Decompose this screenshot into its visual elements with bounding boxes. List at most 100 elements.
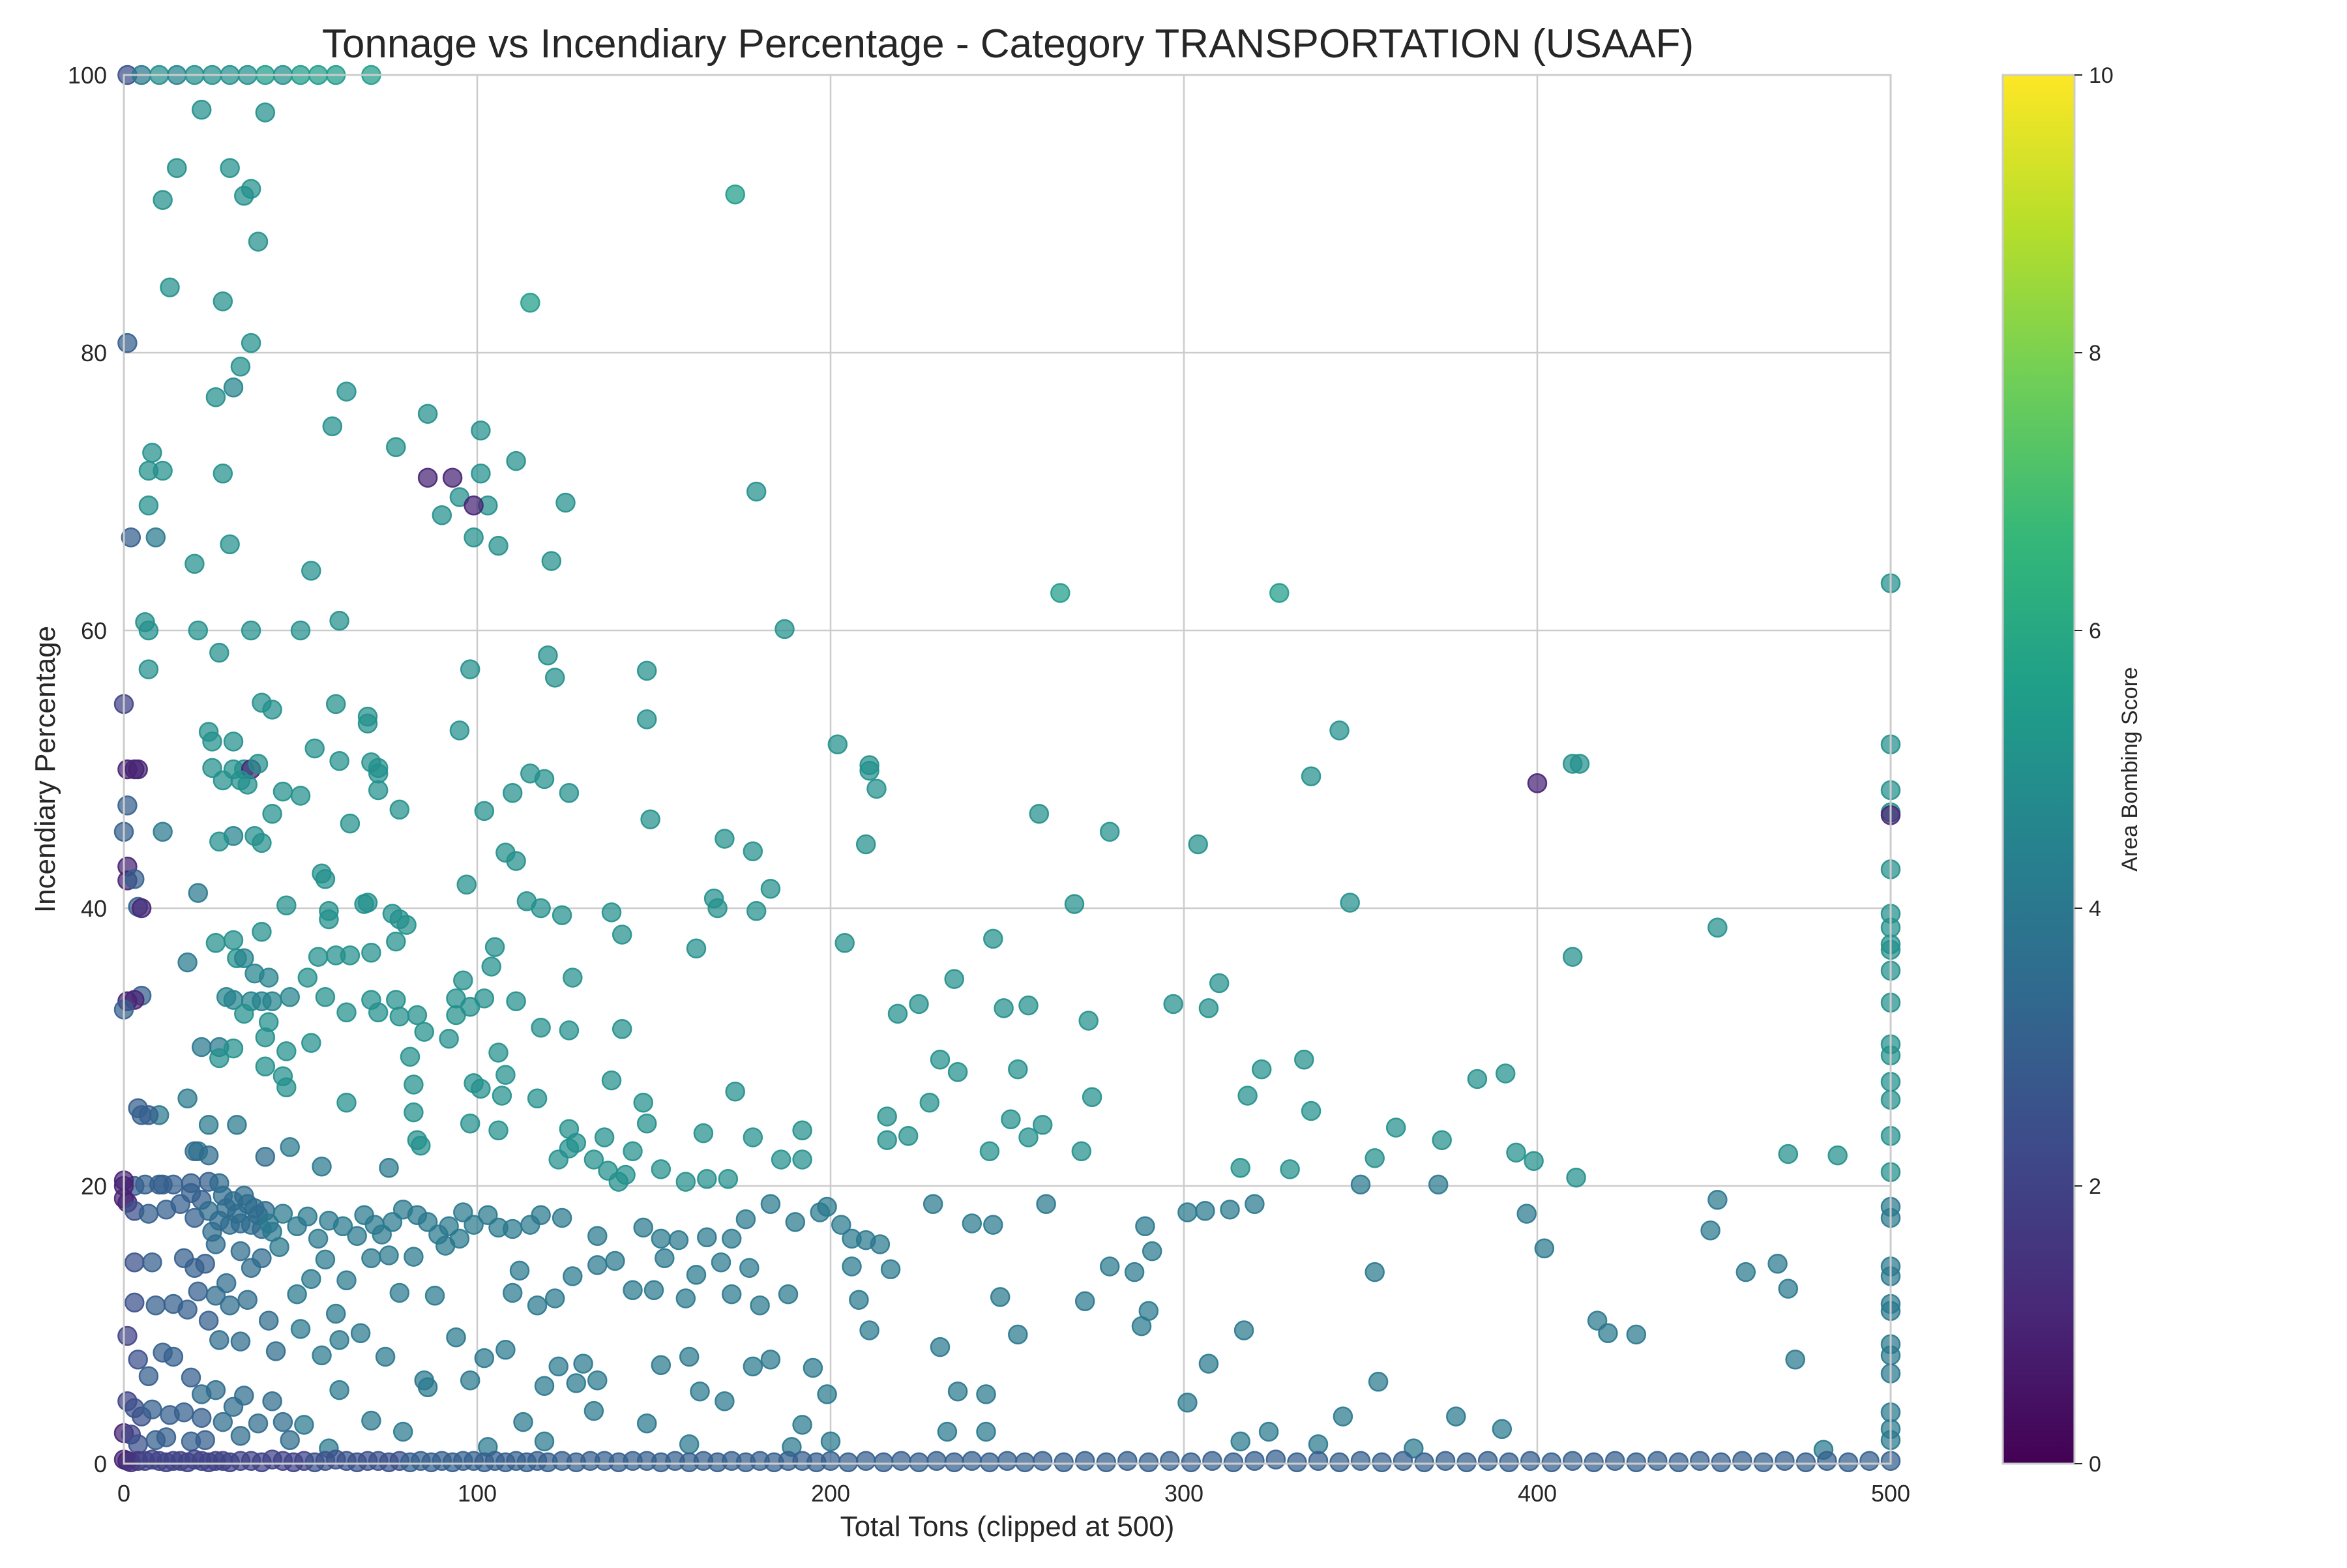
data-point	[347, 1226, 367, 1246]
data-point	[697, 1227, 717, 1248]
data-point	[623, 1280, 643, 1301]
data-point	[191, 1037, 212, 1058]
data-point	[1177, 1202, 1198, 1222]
y-tick-label: 0	[94, 1451, 107, 1477]
data-point	[534, 1431, 555, 1452]
data-point	[417, 467, 438, 488]
data-point	[651, 1355, 672, 1376]
data-point	[1404, 1438, 1424, 1458]
data-point	[1626, 1452, 1647, 1473]
data-point	[223, 1038, 244, 1059]
data-point	[255, 1147, 276, 1167]
data-point	[389, 1282, 410, 1303]
data-point	[1265, 1449, 1286, 1470]
data-point	[1308, 1451, 1329, 1471]
data-point	[715, 829, 735, 849]
data-point	[488, 1043, 509, 1063]
data-point	[513, 1412, 533, 1432]
data-point	[817, 1196, 837, 1217]
data-point	[153, 821, 173, 842]
data-point	[1372, 1452, 1392, 1473]
data-point	[332, 1216, 353, 1237]
data-point	[792, 1149, 812, 1170]
data-point	[404, 1102, 424, 1123]
data-point	[188, 883, 209, 903]
data-point	[541, 551, 562, 571]
data-point	[831, 1215, 851, 1235]
data-point	[979, 1452, 1000, 1473]
data-point	[743, 1356, 763, 1377]
data-point	[1054, 1452, 1074, 1473]
data-point	[930, 1049, 951, 1070]
data-point	[262, 1391, 282, 1412]
data-point	[153, 190, 173, 210]
data-point	[336, 381, 357, 402]
data-point	[1541, 1452, 1561, 1473]
data-point	[202, 758, 222, 778]
data-point	[1365, 1148, 1385, 1168]
data-point	[241, 620, 261, 641]
data-point	[386, 931, 406, 952]
data-point	[301, 561, 321, 581]
data-point	[128, 759, 148, 780]
data-point	[1584, 1452, 1604, 1473]
data-point	[495, 1065, 516, 1085]
data-point	[368, 780, 389, 801]
data-point	[1817, 1451, 1837, 1471]
y-axis-ticks: 0 20 40 60 80 100	[68, 62, 107, 1477]
data-point	[223, 377, 244, 398]
data-point	[213, 1412, 233, 1432]
data-point	[230, 1241, 251, 1262]
data-point	[1223, 1452, 1244, 1473]
data-point	[329, 610, 349, 631]
data-point	[361, 1410, 381, 1431]
data-point	[205, 1286, 226, 1306]
data-point	[223, 732, 244, 752]
data-point	[138, 659, 159, 679]
data-point	[142, 1252, 162, 1273]
data-point	[1280, 1159, 1300, 1179]
data-point	[386, 437, 406, 458]
data-point	[471, 1078, 491, 1099]
data-point	[1198, 1354, 1219, 1374]
data-point	[273, 1204, 293, 1224]
data-point	[1647, 1451, 1668, 1471]
data-point	[1516, 1204, 1537, 1224]
data-point	[820, 1431, 841, 1452]
data-point	[138, 1105, 159, 1125]
data-point	[1446, 1406, 1466, 1427]
data-point	[544, 1288, 565, 1309]
colorbar-tick-label: 0	[2089, 1452, 2101, 1477]
data-point	[1078, 1011, 1099, 1031]
data-point	[1499, 1452, 1519, 1473]
colorbar: 0 2 4 6 8 10 Area Bombing Score	[2001, 63, 2142, 1477]
data-point	[312, 1156, 332, 1177]
data-point	[117, 1325, 138, 1346]
data-point	[760, 1350, 781, 1370]
data-point	[424, 1286, 445, 1306]
data-point	[209, 831, 229, 852]
data-point	[417, 1377, 438, 1398]
data-point	[255, 102, 276, 123]
data-point	[138, 620, 159, 641]
x-axis-label: Total Tons (clipped at 500)	[840, 1511, 1175, 1543]
data-point	[258, 1310, 279, 1331]
data-point	[258, 968, 279, 988]
data-point	[220, 1295, 240, 1316]
data-point	[668, 1230, 689, 1250]
data-point	[474, 801, 495, 821]
data-point	[1233, 1320, 1254, 1340]
data-point	[1082, 1087, 1102, 1107]
data-point	[612, 925, 632, 945]
data-point	[265, 1341, 286, 1361]
data-point	[375, 1346, 396, 1367]
data-point	[686, 1265, 707, 1285]
data-point	[919, 1092, 940, 1113]
data-point	[926, 1451, 947, 1471]
x-tick-label: 400	[1518, 1480, 1557, 1507]
data-point	[269, 1237, 289, 1257]
data-point	[587, 1226, 608, 1246]
data-point	[1329, 720, 1350, 741]
data-point	[636, 709, 657, 730]
data-point	[1827, 1145, 1848, 1166]
